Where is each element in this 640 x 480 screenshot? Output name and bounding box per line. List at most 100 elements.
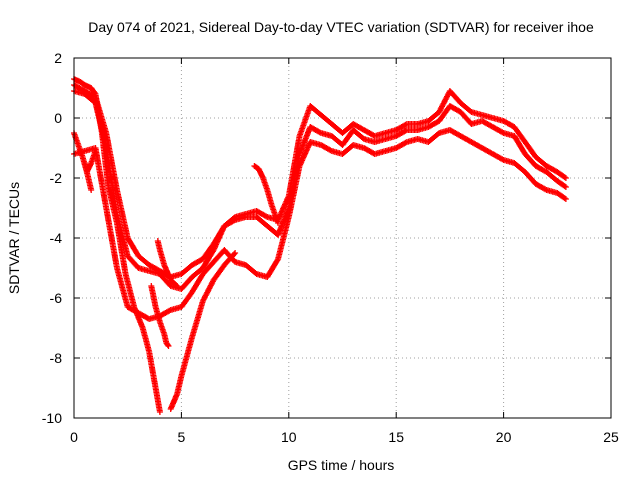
data-point-marker: [393, 139, 409, 151]
data-point-marker: [174, 374, 184, 397]
data-series: [71, 76, 569, 415]
data-point-marker: [88, 187, 95, 193]
data-point-marker: [98, 130, 112, 189]
data-point-marker: [457, 133, 473, 145]
data-point-marker: [457, 100, 474, 114]
x-tick-label: 15: [388, 429, 404, 445]
data-point-marker: [199, 242, 216, 262]
x-axis-label: GPS time / hours: [288, 457, 395, 473]
y-axis-label: SDTVAR / TECUs: [6, 182, 22, 294]
data-point-marker: [152, 304, 163, 324]
chart-title: Day 074 of 2021, Sidereal Day-to-day VTE…: [88, 19, 594, 35]
y-tick-label: 2: [54, 50, 62, 66]
series-track-7: [251, 163, 282, 226]
data-point-marker: [479, 112, 495, 121]
grid-lines: [74, 58, 611, 418]
y-tick-label: -6: [50, 290, 63, 306]
data-point-marker: [532, 163, 549, 175]
data-point-marker: [511, 124, 528, 144]
data-point-marker: [339, 128, 356, 148]
data-point-marker: [522, 139, 538, 159]
y-tick-label: -8: [50, 350, 63, 366]
data-point-marker: [165, 343, 172, 349]
x-tick-label: 5: [178, 429, 186, 445]
data-point-marker: [446, 103, 463, 115]
y-tick-label: -10: [42, 410, 62, 426]
data-point-marker: [156, 409, 163, 415]
data-point-marker: [500, 118, 516, 130]
data-point-marker: [148, 283, 159, 309]
data-point-marker: [554, 190, 568, 202]
data-point-marker: [425, 131, 441, 145]
data-point-marker: [178, 290, 195, 310]
data-point-marker: [522, 151, 538, 168]
y-tick-label: -2: [50, 170, 63, 186]
data-point-marker: [103, 205, 120, 270]
data-point-marker: [489, 151, 506, 163]
data-point-marker: [562, 175, 569, 181]
x-tick-label: 25: [603, 429, 619, 445]
data-point-marker: [167, 392, 180, 412]
data-point-marker: [532, 154, 549, 168]
series-track-3: [71, 127, 569, 322]
data-point-marker: [562, 196, 569, 202]
data-point-marker: [275, 215, 292, 262]
data-point-marker: [554, 169, 568, 181]
data-point-marker: [146, 349, 159, 390]
data-point-marker: [92, 148, 99, 154]
data-point-marker: [468, 139, 484, 151]
data-point-marker: [232, 250, 239, 256]
data-point-marker: [124, 235, 141, 258]
data-point-marker: [152, 385, 163, 414]
data-point-marker: [350, 127, 366, 141]
data-point-marker: [210, 263, 227, 283]
data-point-marker: [122, 271, 137, 309]
data-point-marker: [167, 277, 179, 288]
x-tick-labels: 0 5 10 15 20 25: [70, 429, 619, 445]
data-point-marker: [268, 202, 281, 225]
data-point-marker: [393, 121, 409, 133]
data-point-marker: [489, 124, 506, 136]
data-point-marker: [139, 325, 152, 354]
data-point-marker: [210, 224, 227, 247]
data-point-marker: [264, 257, 281, 280]
data-point-marker: [436, 89, 453, 115]
data-point-marker: [285, 134, 303, 199]
data-point-marker: [124, 253, 141, 270]
data-point-marker: [189, 299, 206, 340]
data-point-marker: [199, 248, 216, 271]
data-point-marker: [543, 169, 560, 183]
data-point-marker: [189, 272, 206, 295]
y-tick-label: 0: [54, 110, 62, 126]
data-point-marker: [178, 263, 194, 277]
data-point-marker: [88, 85, 98, 96]
data-point-marker: [264, 187, 275, 207]
data-point-marker: [275, 220, 282, 226]
x-tick-label: 0: [70, 429, 78, 445]
data-point-marker: [131, 304, 146, 330]
data-point-marker: [253, 214, 270, 228]
data-point-marker: [77, 79, 87, 88]
data-point-marker: [318, 112, 334, 126]
series-track-4: [71, 76, 163, 415]
data-point-marker: [210, 248, 227, 265]
data-point-marker: [221, 251, 238, 268]
data-point-marker: [307, 124, 323, 136]
data-point-marker: [114, 220, 129, 276]
data-point-marker: [103, 130, 120, 192]
data-point-marker: [114, 187, 131, 240]
data-point-marker: [135, 253, 151, 267]
data-point-marker: [251, 163, 261, 172]
data-point-marker: [146, 262, 162, 274]
data-point-marker: [296, 125, 313, 157]
data-point-marker: [425, 118, 441, 130]
data-point-marker: [479, 118, 495, 130]
series-track-8: [154, 238, 181, 289]
x-tick-label: 20: [496, 429, 512, 445]
data-point-marker: [156, 247, 167, 267]
data-point-marker: [178, 275, 195, 292]
y-tick-labels: -10 -8 -6 -4 -2 0 2: [42, 50, 62, 426]
data-point-marker: [532, 181, 549, 193]
data-point-marker: [92, 91, 105, 135]
series-track-5: [167, 250, 239, 412]
